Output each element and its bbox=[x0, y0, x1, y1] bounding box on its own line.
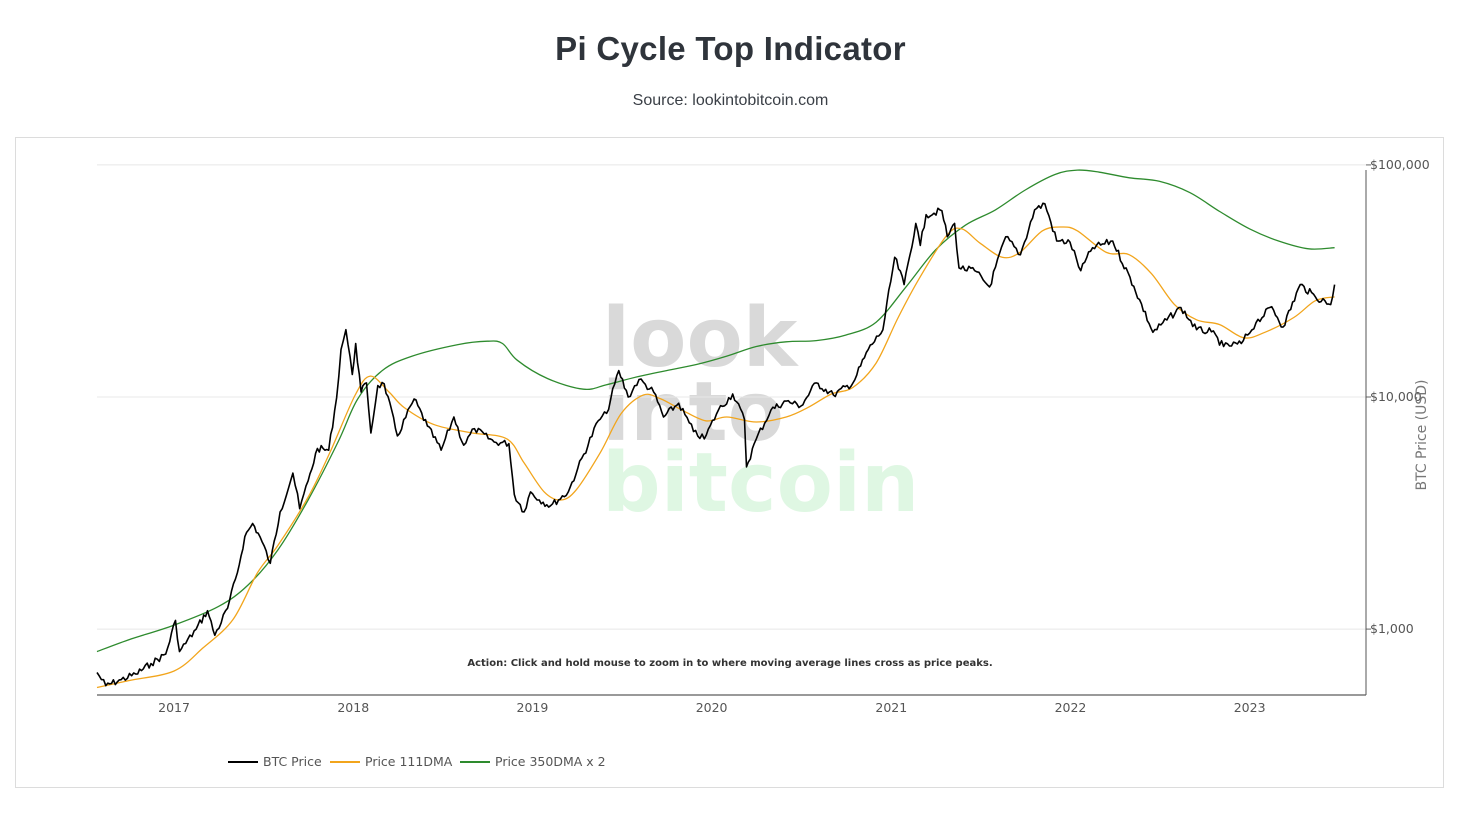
series-lines[interactable] bbox=[96, 169, 1336, 689]
chart-svg[interactable]: lookintobitcoin $1,000 $10,000 $100,000 201… bbox=[16, 138, 1443, 787]
watermark-text: look bbox=[602, 291, 800, 386]
watermark: lookintobitcoin bbox=[602, 291, 919, 531]
chart-subtitle: Source: lookintobitcoin.com bbox=[632, 92, 829, 109]
x-tick-label: 2023 bbox=[1234, 700, 1266, 715]
x-tick-label: 2018 bbox=[337, 700, 369, 715]
watermark-text: bitcoin bbox=[602, 436, 919, 531]
legend-item[interactable]: BTC Price bbox=[228, 754, 322, 769]
x-tick-label: 2022 bbox=[1055, 700, 1087, 715]
x-tick-label: 2017 bbox=[158, 700, 190, 715]
x-tick-label: 2021 bbox=[875, 700, 907, 715]
chart-title: Pi Cycle Top Indicator bbox=[555, 30, 906, 67]
legend[interactable]: BTC Price Price 111DMA Price 350DMA x 2 bbox=[228, 754, 606, 769]
legend-item[interactable]: Price 111DMA bbox=[330, 754, 453, 769]
y-tick-label: $10,000 bbox=[1370, 389, 1422, 404]
legend-label: Price 111DMA bbox=[365, 754, 453, 769]
dma111-line[interactable] bbox=[96, 226, 1335, 689]
legend-label: Price 350DMA x 2 bbox=[495, 754, 606, 769]
dma350x2-line[interactable] bbox=[96, 169, 1335, 653]
legend-label: BTC Price bbox=[263, 754, 322, 769]
chart-container[interactable]: look into bitcoin $1,000 $10,000 $100,000 201… bbox=[15, 137, 1444, 788]
axis-labels: $1,000 $10,000 $100,000 2017 2018 2019 2020 202… bbox=[158, 157, 1430, 715]
y-tick-label: $100,000 bbox=[1370, 157, 1430, 172]
x-tick-label: 2019 bbox=[517, 700, 549, 715]
btc-price-line[interactable] bbox=[96, 202, 1336, 687]
axes bbox=[97, 164, 1371, 696]
x-tick-label: 2020 bbox=[696, 700, 728, 715]
zoom-hint: Action: Click and hold mouse to zoom in … bbox=[467, 658, 992, 669]
y-axis-title: BTC Price (USD) bbox=[1414, 379, 1430, 490]
y-tick-label: $1,000 bbox=[1370, 621, 1414, 636]
legend-item[interactable]: Price 350DMA x 2 bbox=[460, 754, 606, 769]
